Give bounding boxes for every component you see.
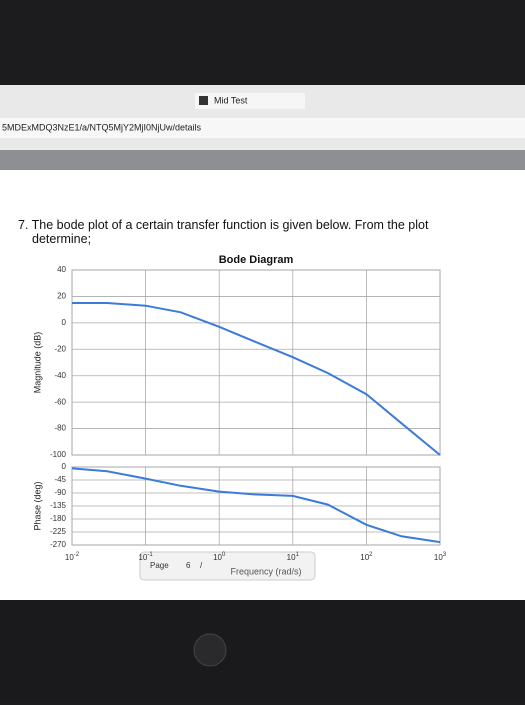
y-axis-label: Magnitude (dB) [32, 332, 42, 394]
y-tick-label: -135 [50, 501, 67, 510]
x-tick-base: 10 [287, 553, 296, 562]
x-tick-exponent: 1 [296, 552, 300, 558]
x-tick-exponent: 2 [369, 552, 373, 558]
chart-title: Bode Diagram [219, 254, 294, 266]
y-tick-label: -270 [50, 540, 67, 549]
x-axis-label: Frequency (rad/s) [230, 566, 301, 576]
viewer-band [0, 150, 525, 170]
x-tick-base: 10 [65, 553, 74, 562]
y-tick-label: -225 [50, 527, 67, 536]
series-line [71, 467, 441, 544]
tab [195, 93, 305, 109]
x-tick-base: 10 [138, 553, 147, 562]
y-axis-label: Phase (deg) [32, 481, 42, 530]
question-box: 7. The bode plot of a certain transfer f… [18, 218, 429, 246]
y-tick-label: -80 [54, 424, 66, 433]
tab-icon [199, 96, 208, 105]
x-tick-label: 100 [213, 552, 226, 563]
y-tick-label: -45 [54, 475, 66, 484]
y-tick-label: -180 [50, 514, 67, 523]
x-tick-label: 10-1 [138, 552, 153, 563]
x-tick-label: 101 [287, 552, 300, 563]
y-tick-label: 0 [62, 318, 67, 327]
x-tick-base: 10 [213, 553, 222, 562]
logo [193, 633, 227, 667]
y-tick-label: -40 [54, 371, 66, 380]
x-tick-label: 103 [434, 552, 447, 563]
x-tick-base: 10 [360, 553, 369, 562]
y-tick-label: -20 [54, 344, 66, 353]
plot-area [71, 269, 441, 456]
url-bar [0, 118, 525, 138]
y-tick-label: 0 [62, 462, 67, 471]
x-tick-exponent: 3 [443, 552, 447, 558]
x-tick-exponent: -1 [147, 552, 153, 558]
x-tick-base: 10 [434, 553, 443, 562]
bezel [0, 600, 525, 700]
pdf-toolbar [139, 551, 316, 581]
toolbar-page: Page [150, 561, 169, 570]
question: 7. The bode plot of a certain transfer f… [18, 218, 429, 246]
x-tick-label: 10-2 [65, 552, 80, 563]
y-tick-label: -100 [50, 450, 67, 459]
series-line [72, 302, 441, 456]
url: 5MDExMDQ3NzE1/a/NTQ5MjY2MjI0NjUw/details [2, 122, 202, 132]
x-tick-exponent: 0 [222, 552, 226, 558]
y-tick-label: 20 [57, 292, 66, 301]
y-tick-label: 40 [57, 265, 66, 274]
tab-title: Mid Test [214, 95, 248, 105]
y-tick-label: -60 [54, 397, 66, 406]
y-tick-label: -90 [54, 488, 66, 497]
x-tick-exponent: -2 [74, 552, 80, 558]
toolbar-separator: / [200, 561, 203, 570]
toolbar-current: 6 [186, 561, 191, 570]
x-tick-label: 102 [360, 552, 373, 563]
